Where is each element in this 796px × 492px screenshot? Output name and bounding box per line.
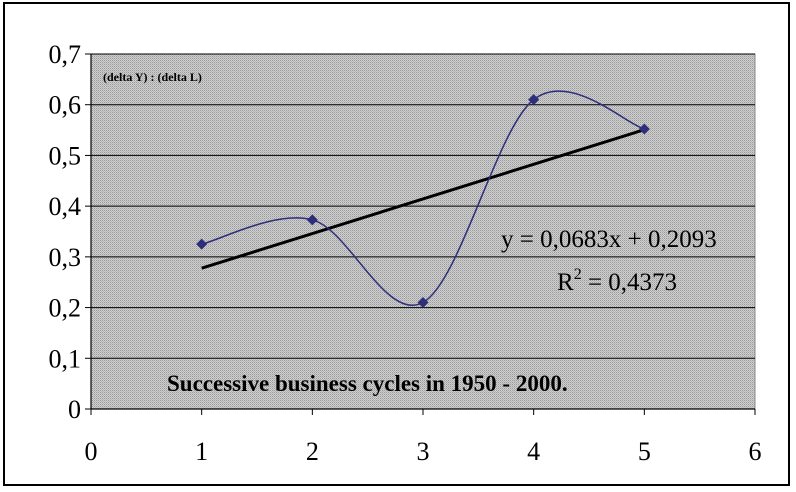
y-tick-label: 0,6 (49, 91, 82, 120)
tick-labels: 0 0,1 0,2 0,3 0,4 0,5 0,6 0,7 0 1 2 3 4 5 6 (49, 40, 762, 466)
series-label: (delta Y) : (delta L) (103, 70, 202, 84)
trendline-group (201, 128, 645, 270)
chart-annotation: Successive business cycles in 1950 - 200… (167, 371, 568, 396)
data-point (417, 297, 429, 308)
y-tick-label: 0,2 (49, 294, 82, 323)
data-point (528, 94, 540, 106)
y-tick-label: 0,7 (49, 40, 82, 69)
r-squared-value: = 0,4373 (582, 269, 677, 296)
r-squared-prefix: R (557, 269, 574, 296)
axes (85, 53, 756, 415)
y-tick-label: 0 (68, 395, 81, 424)
y-tick-label: 0,1 (49, 344, 82, 373)
y-tick-label: 0,3 (49, 243, 82, 272)
x-tick-label: 6 (749, 437, 762, 466)
x-tick-label: 2 (306, 437, 319, 466)
y-tick-label: 0,4 (49, 192, 82, 221)
r-squared-label: R2 = 0,4373 (557, 266, 677, 296)
x-tick-label: 4 (527, 437, 540, 466)
data-point (306, 214, 318, 226)
plot-area (90, 53, 756, 410)
data-point (196, 238, 208, 250)
series-line (201, 90, 645, 306)
x-tick-label: 1 (195, 437, 208, 466)
x-tick-label: 0 (85, 437, 98, 466)
r-squared-superscript: 2 (574, 266, 582, 283)
y-tick-label: 0,5 (49, 141, 82, 170)
trendline (201, 128, 645, 270)
x-tick-label: 5 (638, 437, 651, 466)
x-tick-label: 3 (417, 437, 430, 466)
data-point (638, 123, 650, 135)
trendline-equation: y = 0,0683x + 0,2093 (501, 226, 717, 253)
series-group (196, 90, 650, 308)
